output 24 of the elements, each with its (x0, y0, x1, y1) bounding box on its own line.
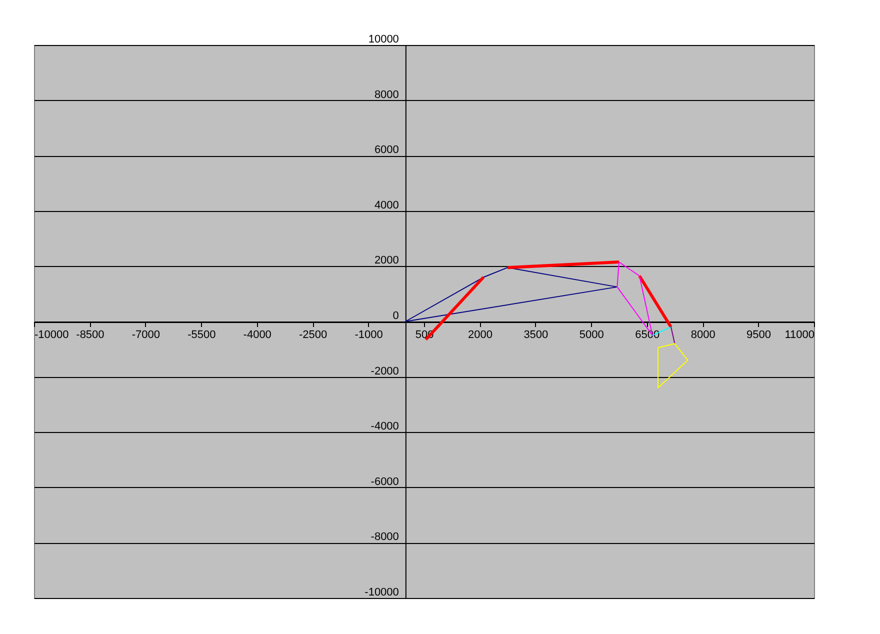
x-tick-label: 11000 (784, 329, 814, 341)
x-tick-label: -2500 (299, 329, 328, 341)
y-tick-label: -6000 (370, 476, 399, 488)
y-tick-label: -2000 (370, 365, 399, 378)
x-tick-label: 5000 (579, 329, 604, 341)
x-tick-label: 9500 (746, 329, 772, 341)
x-tick-label: -1000 (354, 329, 383, 341)
x-tick-label: -5500 (188, 329, 216, 341)
y-tick-label: 2000 (374, 254, 399, 267)
x-tick-label: -7000 (132, 329, 160, 341)
x-tick-label: 8000 (690, 329, 716, 341)
x-tick-label: 3500 (524, 329, 548, 341)
x-tick-label: 2000 (468, 329, 492, 341)
y-tick-label: -10000 (364, 586, 399, 598)
y-tick-label: -4000 (370, 420, 399, 433)
y-tick-label: -8000 (370, 531, 399, 544)
x-tick-label: -4000 (243, 329, 272, 341)
y-tick-label: 0 (392, 310, 399, 322)
y-tick-label: 4000 (374, 199, 399, 212)
y-tick-label: 10000 (368, 34, 399, 46)
x-tick-label: -8500 (76, 329, 104, 341)
x-tick-label: -10000 (34, 329, 69, 341)
y-tick-label: 6000 (374, 144, 399, 156)
y-tick-label: 8000 (374, 88, 399, 101)
